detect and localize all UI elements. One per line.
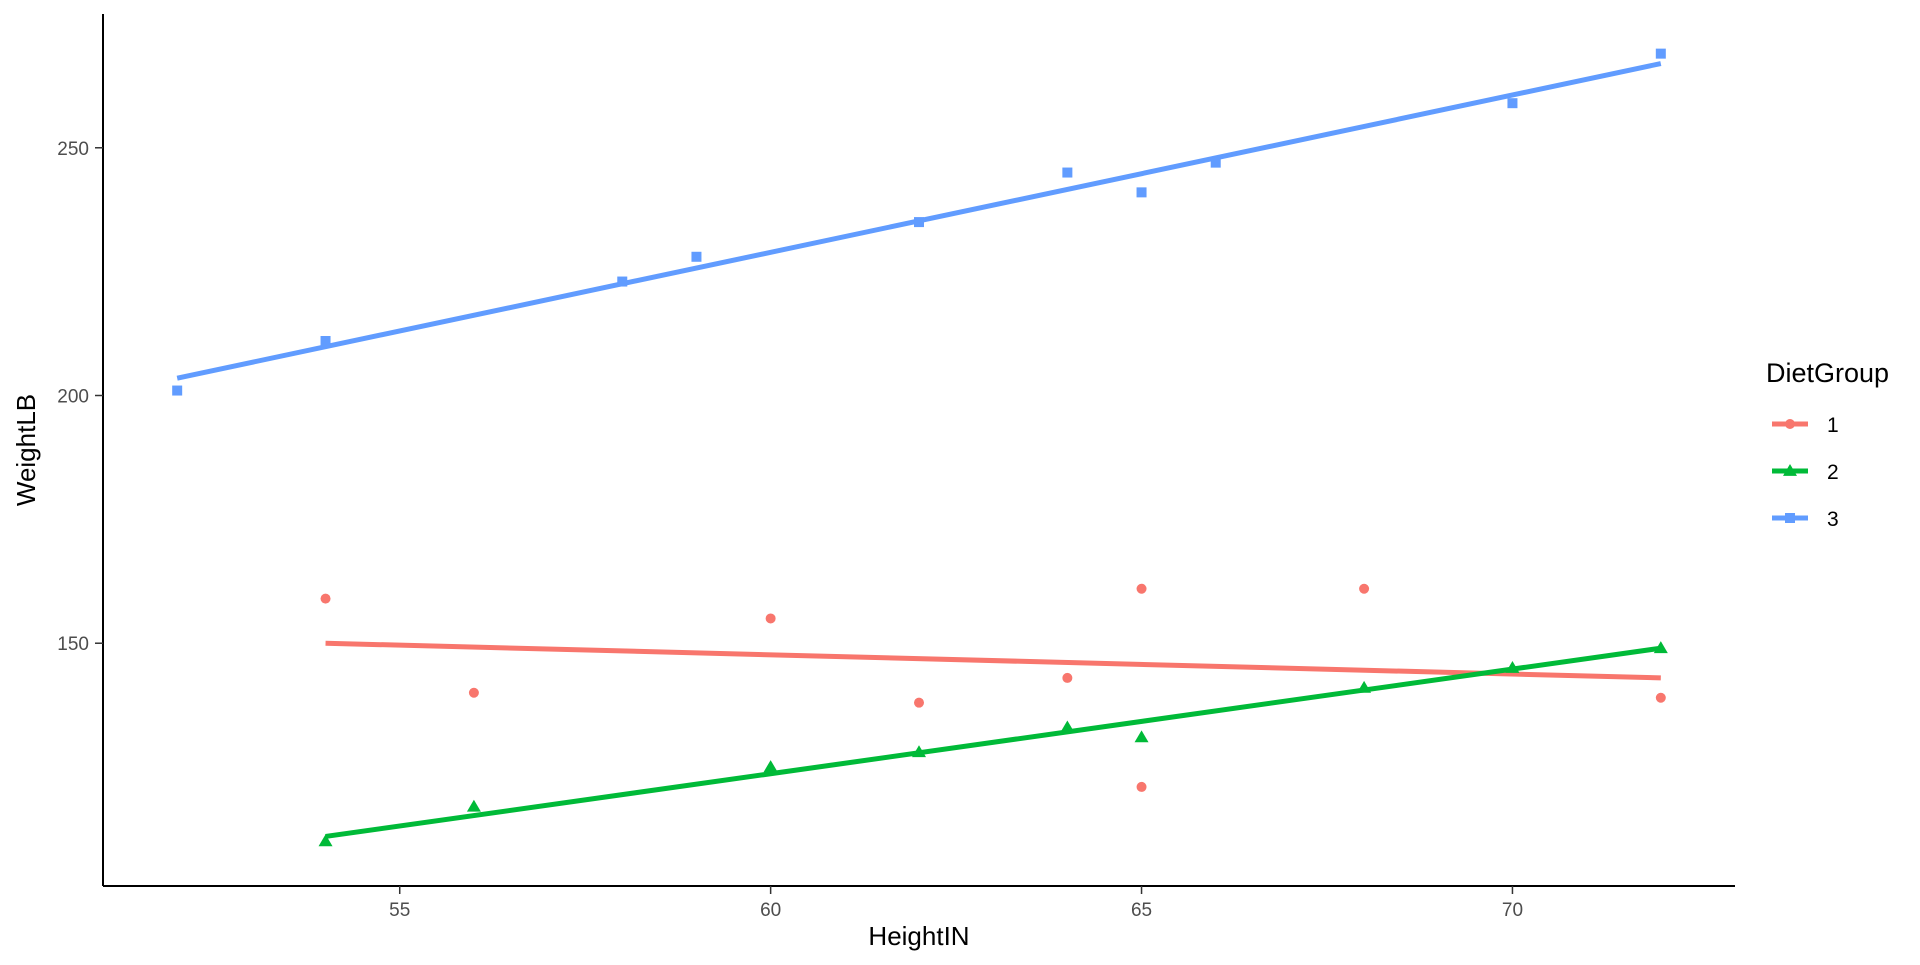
legend-item-1: 1	[1772, 414, 1839, 437]
data-point-1	[1359, 583, 1370, 594]
x-axis-ticks: 55 60 65 70	[389, 886, 1523, 921]
data-point-2	[1060, 720, 1075, 733]
fit-line-2	[325, 645, 1662, 839]
x-tick-label: 60	[760, 900, 781, 921]
data-point-1	[914, 697, 924, 708]
y-axis-ticks: 150 200 250	[57, 139, 103, 655]
plot-area	[172, 48, 1668, 847]
data-point-3	[172, 385, 183, 396]
data-point-3	[1655, 48, 1666, 59]
data-point-3	[1062, 167, 1073, 178]
data-point-2	[1505, 661, 1520, 673]
series-1	[320, 583, 1666, 792]
x-tick-label: 70	[1502, 900, 1523, 921]
data-point-2	[1134, 730, 1149, 743]
data-point-2	[466, 799, 481, 812]
legend-label: 3	[1827, 508, 1839, 531]
legend: DietGroup 1 2 3	[1766, 358, 1889, 531]
data-point-1	[320, 593, 331, 604]
legend-items: 1 2 3	[1772, 414, 1839, 531]
legend-key-marker	[1785, 513, 1795, 523]
data-point-1	[1136, 583, 1147, 594]
axes: 55 60 65 70 150 200 250 HeightIN WeightLB	[11, 14, 1735, 951]
data-point-2	[912, 745, 926, 758]
data-point-1	[1062, 672, 1073, 683]
data-point-2	[318, 834, 333, 847]
data-point-3	[914, 217, 924, 228]
y-tick-label: 200	[57, 387, 89, 408]
legend-label: 1	[1827, 414, 1839, 437]
fit-line-1	[325, 640, 1661, 681]
legend-title: DietGroup	[1766, 358, 1889, 388]
data-point-3	[691, 251, 702, 262]
legend-key-marker	[1785, 419, 1795, 429]
data-point-2	[1357, 680, 1372, 693]
data-point-2	[763, 760, 778, 772]
data-point-1	[1655, 692, 1666, 703]
series-3	[172, 48, 1666, 396]
legend-label: 2	[1827, 461, 1839, 484]
data-point-2	[1653, 641, 1668, 654]
data-point-1	[765, 613, 776, 624]
data-point-3	[1210, 157, 1221, 168]
x-tick-label: 65	[1131, 900, 1152, 921]
data-point-1	[1136, 781, 1147, 792]
y-axis-title: WeightLB	[11, 394, 41, 506]
y-tick-label: 250	[57, 139, 89, 160]
legend-item-3: 3	[1772, 508, 1839, 531]
data-point-1	[468, 687, 479, 698]
legend-key-marker	[1783, 464, 1797, 476]
data-point-3	[617, 276, 628, 287]
legend-item-2: 2	[1772, 461, 1839, 484]
data-point-3	[320, 336, 331, 346]
series-2	[318, 641, 1668, 847]
x-tick-label: 55	[389, 900, 410, 921]
x-axis-title: HeightIN	[868, 921, 969, 951]
data-point-3	[1136, 187, 1147, 198]
data-point-3	[1507, 98, 1518, 109]
y-tick-label: 150	[57, 634, 89, 655]
